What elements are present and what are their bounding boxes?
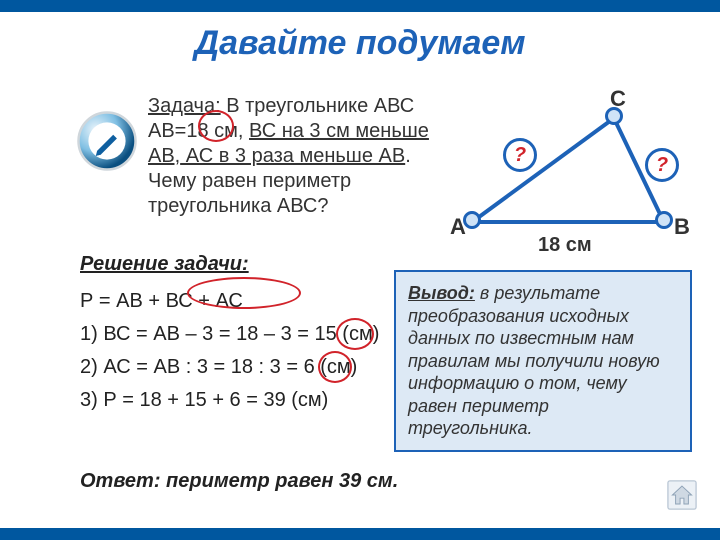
bottom-stripe (0, 528, 720, 540)
circle-bc-ac (187, 277, 301, 309)
conclusion-label: Вывод: (408, 283, 475, 303)
pencil-icon (76, 110, 138, 172)
circle-6 (318, 351, 352, 383)
problem-text: Задача: В треугольнике АВС АВ=18 см, ВС … (148, 94, 438, 219)
question-mark-bc: ? (645, 148, 679, 182)
problem-line3: АС в 3 раза меньше АВ (180, 145, 405, 167)
conclusion-box: Вывод: в результате преобразования исход… (394, 270, 692, 452)
page-title: Давайте подумаем (195, 24, 526, 63)
conclusion-text: в результате преобразования исходных дан… (408, 283, 660, 438)
triangle-diagram: A B C ? ? 18 см (454, 88, 684, 258)
vertex-label-b: B (674, 214, 690, 240)
answer-text: Ответ: периметр равен 39 см. (80, 470, 398, 493)
question-mark-ac: ? (503, 138, 537, 172)
vertex-label-c: C (610, 86, 626, 112)
vertex-b (655, 211, 673, 229)
base-label-18cm: 18 см (538, 234, 592, 257)
line-ac (471, 116, 615, 223)
line-ab (472, 220, 664, 224)
top-stripe (0, 0, 720, 12)
home-icon[interactable] (666, 479, 698, 516)
circle-18 (198, 110, 234, 142)
circle-15 (336, 318, 374, 350)
vertex-label-a: A (450, 214, 466, 240)
